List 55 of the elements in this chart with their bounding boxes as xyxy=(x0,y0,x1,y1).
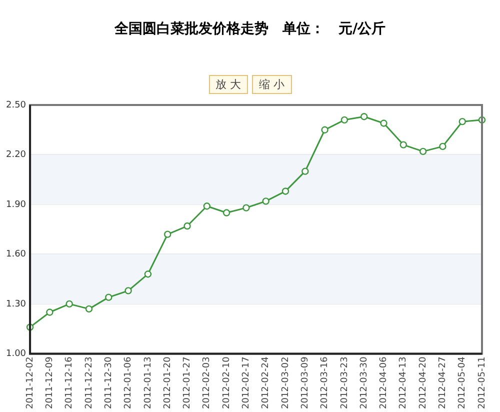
y-tick-label: 1.30 xyxy=(6,299,26,310)
x-tick-label: 2012-01-20 xyxy=(162,356,173,410)
x-tick-label: 2012-03-23 xyxy=(340,356,350,410)
point xyxy=(400,141,407,148)
x-tick-label: 2012-02-24 xyxy=(261,356,272,410)
x-tick-label: 2012-01-13 xyxy=(143,356,154,410)
point xyxy=(262,198,270,205)
x-tick-label: 2011-12-16 xyxy=(64,356,75,410)
point xyxy=(360,113,368,120)
x-tick-label: 2011-12-30 xyxy=(104,356,114,410)
x-tick-label: 2012-03-02 xyxy=(280,356,291,410)
x-tick-label: 2012-05-11 xyxy=(477,356,488,410)
x-tick-label: 2012-01-27 xyxy=(182,356,193,410)
point xyxy=(380,120,388,127)
x-tick-label: 2012-03-30 xyxy=(359,356,370,410)
y-tick-label: 2.20 xyxy=(6,150,26,160)
x-tick-label: 2012-02-17 xyxy=(242,356,252,410)
point xyxy=(222,209,230,216)
point xyxy=(144,270,152,278)
point xyxy=(458,118,466,126)
x-tick-label: 2012-03-16 xyxy=(320,356,330,410)
point xyxy=(105,294,112,301)
point xyxy=(164,230,172,238)
x-tick-label: 2012-02-03 xyxy=(202,356,212,410)
point xyxy=(242,204,250,212)
x-tick-label: 2012-05-04 xyxy=(458,356,468,410)
x-tick-label: 2011-12-09 xyxy=(45,356,56,410)
x-tick-label: 2012-01-06 xyxy=(124,356,134,410)
point xyxy=(439,142,446,150)
point xyxy=(419,148,427,156)
x-tick-label: 2012-04-13 xyxy=(398,356,409,410)
point xyxy=(203,202,210,210)
x-tick-label: 2012-04-06 xyxy=(379,356,390,410)
point xyxy=(124,287,132,294)
y-tick-label: 1.60 xyxy=(6,250,26,260)
point xyxy=(321,126,328,134)
point xyxy=(46,308,54,316)
point xyxy=(85,305,93,313)
x-tick-label: 2012-04-27 xyxy=(438,356,448,410)
zoom-out-button[interactable]: 缩 小 xyxy=(252,75,292,94)
y-tick-label: 1.90 xyxy=(6,200,26,210)
y-tick-label: 2.50 xyxy=(6,100,26,110)
point xyxy=(302,168,309,175)
x-tick-label: 2012-04-20 xyxy=(418,356,428,410)
point xyxy=(340,116,348,124)
point xyxy=(282,188,290,195)
point xyxy=(184,222,191,230)
chart-title: 全国圆白菜批发价格走势 单位： 元/公斤 xyxy=(113,20,387,38)
x-tick-label: 2011-12-23 xyxy=(84,356,94,410)
x-tick-label: 2012-03-09 xyxy=(300,356,310,410)
point xyxy=(66,300,73,308)
zoom-in-button[interactable]: 放 大 xyxy=(208,75,248,94)
y-tick-label: 1.00 xyxy=(6,349,26,360)
x-tick-label: 2012-02-10 xyxy=(222,356,232,410)
x-tick-label: 2011-12-02 xyxy=(25,356,36,410)
